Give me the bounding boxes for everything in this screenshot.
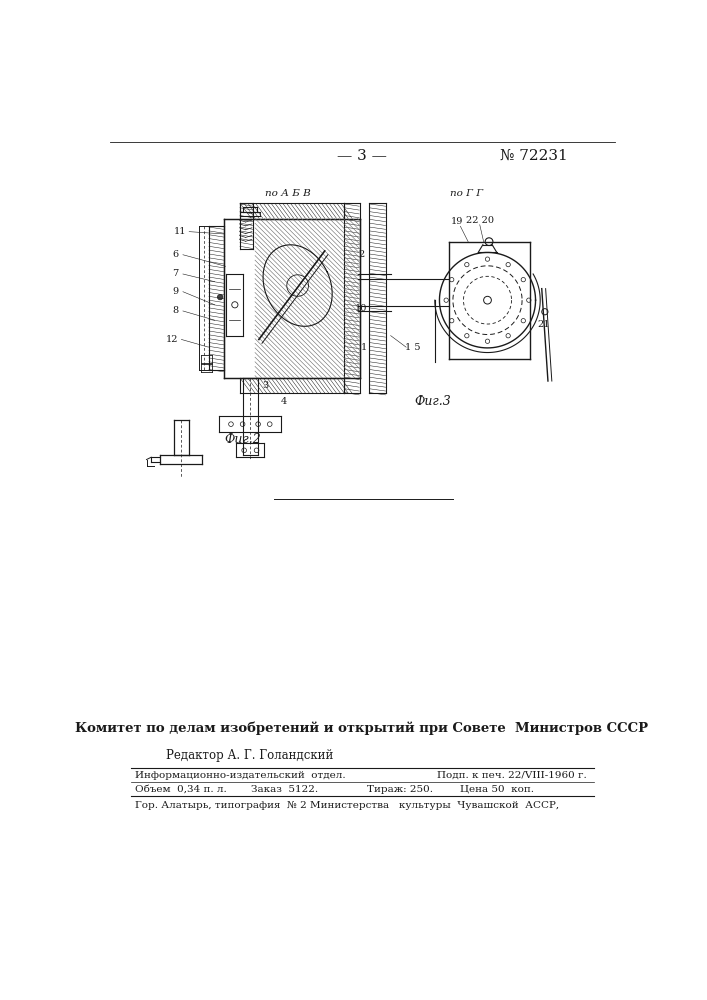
Text: 2: 2 bbox=[358, 250, 364, 259]
Text: Комитет по делам изобретений и открытий при Совете  Министров СССР: Комитет по делам изобретений и открытий … bbox=[76, 722, 648, 735]
Text: Объем  0,34 п. л.: Объем 0,34 п. л. bbox=[135, 785, 227, 794]
Text: Тираж: 250.: Тираж: 250. bbox=[368, 785, 433, 794]
Text: Фиг.2: Фиг.2 bbox=[224, 433, 261, 446]
Text: 8: 8 bbox=[172, 306, 178, 315]
Text: 4: 4 bbox=[281, 397, 287, 406]
Text: № 72231: № 72231 bbox=[500, 149, 568, 163]
Text: 3: 3 bbox=[262, 381, 268, 390]
Text: 11: 11 bbox=[174, 227, 186, 236]
Text: 1: 1 bbox=[361, 343, 367, 352]
Text: 9: 9 bbox=[172, 287, 178, 296]
Text: 21: 21 bbox=[538, 320, 550, 329]
Text: 10: 10 bbox=[355, 304, 368, 313]
Text: 22 20: 22 20 bbox=[466, 216, 493, 225]
Text: 7: 7 bbox=[172, 269, 178, 278]
Text: Редактор А. Г. Голандский: Редактор А. Г. Голандский bbox=[166, 749, 333, 762]
Text: Информационно-издательский  отдел.: Информационно-издательский отдел. bbox=[135, 771, 346, 780]
Text: по А Б В: по А Б В bbox=[265, 189, 311, 198]
Text: 19: 19 bbox=[451, 217, 464, 226]
Text: Гор. Алатырь, типография  № 2 Министерства   культуры  Чувашской  АССР,: Гор. Алатырь, типография № 2 Министерств… bbox=[135, 801, 559, 810]
Text: 6: 6 bbox=[172, 250, 178, 259]
Text: Цена 50  коп.: Цена 50 коп. bbox=[460, 785, 534, 794]
Text: Заказ  5122.: Заказ 5122. bbox=[251, 785, 318, 794]
Circle shape bbox=[218, 294, 223, 300]
Text: 1 5: 1 5 bbox=[404, 343, 420, 352]
Text: — 3 —: — 3 — bbox=[337, 149, 387, 163]
Text: Подп. к печ. 22/VIII-1960 г.: Подп. к печ. 22/VIII-1960 г. bbox=[437, 771, 587, 780]
Text: 12: 12 bbox=[166, 335, 178, 344]
Text: по Г Г: по Г Г bbox=[450, 189, 483, 198]
Text: Фиг.3: Фиг.3 bbox=[414, 395, 450, 408]
